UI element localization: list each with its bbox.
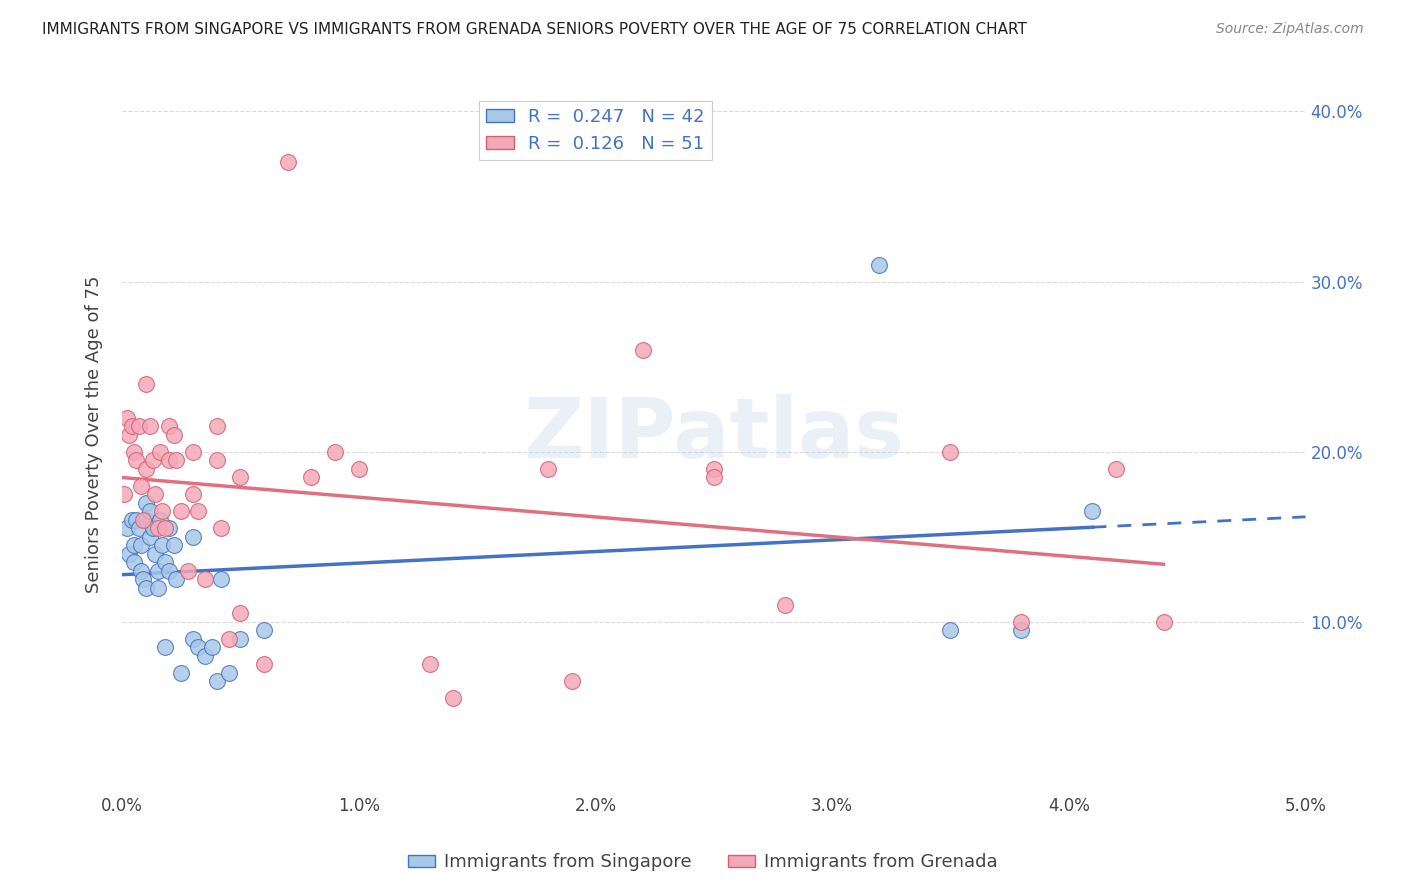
Legend: R =  0.247   N = 42, R =  0.126   N = 51: R = 0.247 N = 42, R = 0.126 N = 51 xyxy=(479,101,711,161)
Point xyxy=(253,657,276,672)
Point xyxy=(135,461,157,475)
Text: ZIPatlas: ZIPatlas xyxy=(523,394,904,475)
Point xyxy=(229,632,252,646)
Point xyxy=(205,419,228,434)
Point xyxy=(187,640,209,655)
Point xyxy=(163,427,186,442)
Point xyxy=(441,691,464,706)
Point xyxy=(135,581,157,595)
Point xyxy=(211,521,233,535)
Point xyxy=(129,478,152,492)
Point xyxy=(277,155,299,169)
Point xyxy=(561,674,583,689)
Point xyxy=(218,632,240,646)
Point xyxy=(181,444,204,458)
Point xyxy=(142,453,165,467)
Point xyxy=(153,555,176,569)
Point xyxy=(187,504,209,518)
Y-axis label: Seniors Poverty Over the Age of 75: Seniors Poverty Over the Age of 75 xyxy=(86,276,103,593)
Point xyxy=(118,427,141,442)
Point xyxy=(194,572,217,586)
Point xyxy=(143,547,166,561)
Point xyxy=(170,504,193,518)
Point xyxy=(419,657,441,672)
Point xyxy=(869,258,891,272)
Point xyxy=(299,470,322,484)
Point xyxy=(139,419,162,434)
Point xyxy=(150,538,173,552)
Point xyxy=(143,487,166,501)
Text: IMMIGRANTS FROM SINGAPORE VS IMMIGRANTS FROM GRENADA SENIORS POVERTY OVER THE AG: IMMIGRANTS FROM SINGAPORE VS IMMIGRANTS … xyxy=(42,22,1026,37)
Point xyxy=(1153,615,1175,629)
Point xyxy=(153,640,176,655)
Point xyxy=(122,538,145,552)
Point xyxy=(146,581,169,595)
Point xyxy=(229,606,252,620)
Point xyxy=(1105,461,1128,475)
Point xyxy=(218,665,240,680)
Point xyxy=(128,419,150,434)
Point xyxy=(181,632,204,646)
Point xyxy=(939,444,962,458)
Point xyxy=(157,521,180,535)
Point xyxy=(703,470,725,484)
Point xyxy=(163,538,186,552)
Point xyxy=(146,564,169,578)
Point xyxy=(121,513,143,527)
Point xyxy=(125,453,148,467)
Point xyxy=(166,572,188,586)
Point xyxy=(631,343,654,357)
Point xyxy=(135,376,157,391)
Point xyxy=(1011,615,1033,629)
Point xyxy=(153,521,176,535)
Point xyxy=(139,504,162,518)
Point xyxy=(149,513,172,527)
Point xyxy=(121,419,143,434)
Point xyxy=(115,521,138,535)
Point xyxy=(115,410,138,425)
Point xyxy=(157,419,180,434)
Point xyxy=(112,487,135,501)
Legend: Immigrants from Singapore, Immigrants from Grenada: Immigrants from Singapore, Immigrants fr… xyxy=(401,847,1005,879)
Point xyxy=(122,444,145,458)
Point xyxy=(166,453,188,467)
Point xyxy=(229,470,252,484)
Point xyxy=(129,564,152,578)
Point xyxy=(132,572,155,586)
Point xyxy=(201,640,224,655)
Point xyxy=(125,513,148,527)
Point xyxy=(1081,504,1104,518)
Point xyxy=(205,453,228,467)
Point xyxy=(773,598,796,612)
Point xyxy=(205,674,228,689)
Point xyxy=(347,461,370,475)
Point xyxy=(132,513,155,527)
Point xyxy=(537,461,560,475)
Point xyxy=(146,521,169,535)
Point xyxy=(177,564,200,578)
Point xyxy=(1011,623,1033,637)
Point xyxy=(149,444,172,458)
Point xyxy=(939,623,962,637)
Point xyxy=(122,555,145,569)
Point xyxy=(157,564,180,578)
Point xyxy=(703,461,725,475)
Point xyxy=(253,623,276,637)
Point xyxy=(194,648,217,663)
Point xyxy=(150,504,173,518)
Point xyxy=(118,547,141,561)
Point xyxy=(139,530,162,544)
Point xyxy=(142,521,165,535)
Point xyxy=(135,513,157,527)
Point xyxy=(157,453,180,467)
Point xyxy=(129,538,152,552)
Point xyxy=(211,572,233,586)
Point xyxy=(135,495,157,509)
Point xyxy=(181,487,204,501)
Point xyxy=(170,665,193,680)
Point xyxy=(323,444,346,458)
Point xyxy=(181,530,204,544)
Point xyxy=(128,521,150,535)
Text: Source: ZipAtlas.com: Source: ZipAtlas.com xyxy=(1216,22,1364,37)
